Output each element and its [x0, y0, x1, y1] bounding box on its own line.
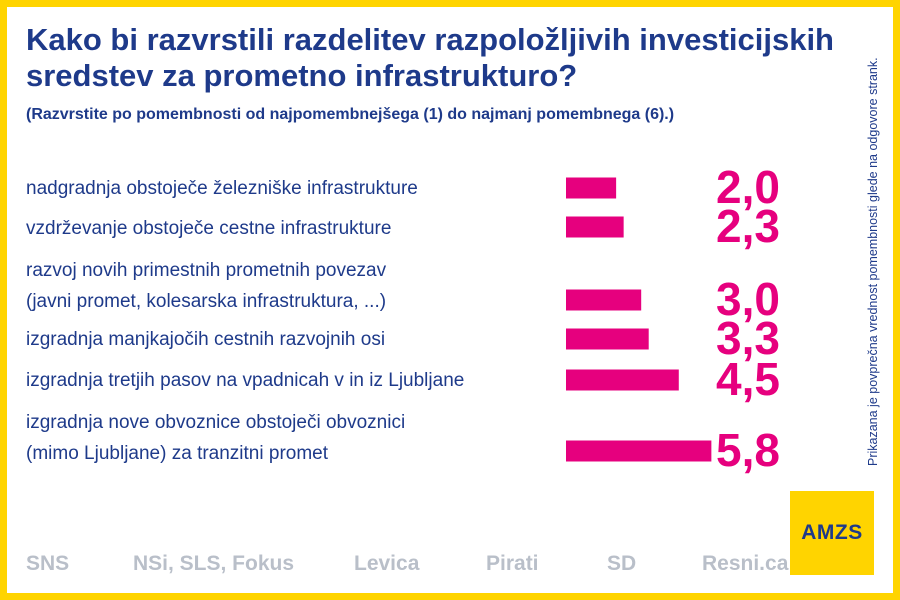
value-label: 2,0 — [716, 161, 780, 213]
bar — [566, 440, 712, 462]
category-label: (javni promet, kolesarska infrastruktura… — [26, 291, 386, 312]
party-label: Pirati — [486, 552, 539, 575]
category-label: izgradnja nove obvoznice obstoječi obvoz… — [26, 412, 405, 433]
category-label: izgradnja manjkajočih cestnih razvojnih … — [26, 329, 385, 350]
party-label: NSi, SLS, Fokus — [133, 552, 295, 575]
bar — [566, 216, 624, 238]
category-label: izgradnja tretjih pasov na vpadnicah v i… — [26, 370, 464, 391]
chart-subtitle: (Razvrstite po pomembnosti od najpomembn… — [26, 106, 675, 123]
value-label: 3,0 — [716, 273, 780, 325]
party-label: SNS — [26, 552, 70, 575]
party-label: SD — [607, 552, 637, 575]
category-label: vzdrževanje obstoječe cestne infrastrukt… — [26, 218, 391, 239]
logo-text: AMZS — [801, 521, 863, 544]
category-label: (mimo Ljubljane) za tranzitni promet — [26, 443, 329, 464]
party-footer: SNS NSi, SLS, Fokus Levica Pirati SD Res… — [0, 552, 900, 582]
bar — [566, 289, 642, 311]
chart-title: Kako bi razvrstili razdelitev razpoložlj… — [26, 22, 834, 93]
value-label: 4,5 — [716, 353, 780, 405]
party-label: Levica — [354, 552, 420, 575]
bar — [566, 328, 649, 350]
party-label: Resni.ca — [702, 552, 789, 575]
category-label: nadgradnja obstoječe železniške infrastr… — [26, 178, 418, 199]
bar — [566, 369, 679, 391]
amzs-logo: AMZS — [790, 491, 874, 575]
value-label: 3,3 — [716, 312, 780, 364]
category-label: razvoj novih primestnih prometnih poveza… — [26, 260, 387, 281]
value-label: 5,8 — [716, 424, 780, 476]
value-label: 2,3 — [716, 200, 780, 252]
bar — [566, 177, 617, 199]
